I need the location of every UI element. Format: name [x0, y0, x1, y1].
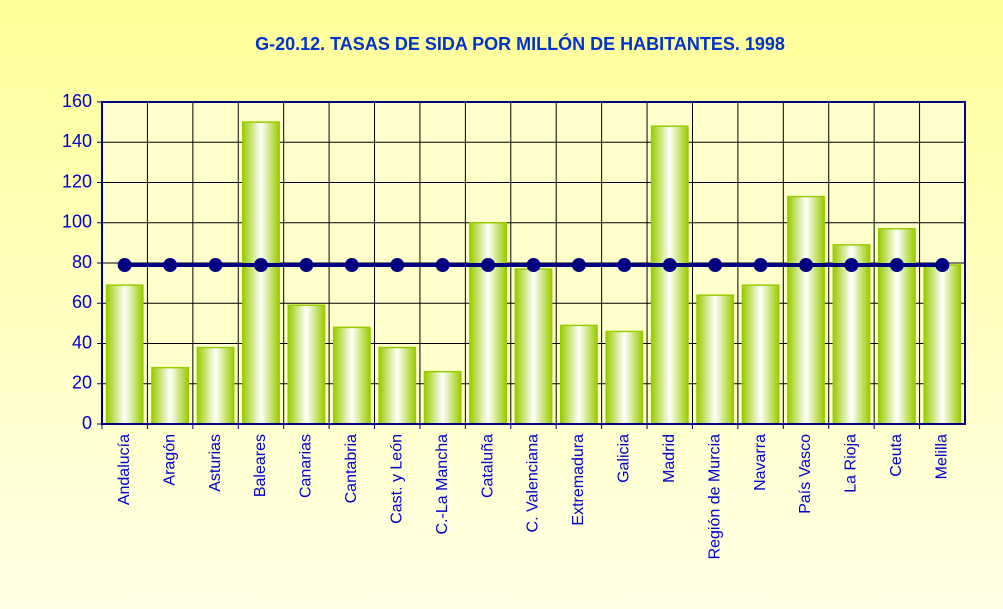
point: [390, 258, 405, 273]
bar: [605, 330, 644, 425]
x-tick-label: Cataluña: [479, 434, 496, 498]
bar: [242, 121, 280, 425]
bar: [151, 366, 190, 425]
x-tick-label: País Vasco: [797, 434, 814, 514]
point: [299, 258, 314, 273]
plot-border: [101, 101, 966, 425]
point: [662, 258, 677, 273]
point: [117, 258, 132, 273]
y-tick-label: 120: [62, 171, 92, 191]
x-tick-label: Aragón: [161, 434, 178, 486]
y-tick-label: 140: [62, 131, 92, 151]
bar: [560, 324, 598, 425]
x-tick-label: Asturias: [207, 434, 224, 492]
bar: [923, 264, 962, 425]
bar: [378, 346, 417, 425]
chart-title: G-20.12. TASAS DE SIDA POR MILLÓN DE HAB…: [255, 33, 785, 54]
point: [571, 258, 586, 273]
x-tick-label: Cantabria: [343, 434, 360, 503]
x-tick-label: C. Valenciana: [525, 434, 542, 533]
x-tick-label: Baleares: [252, 434, 269, 497]
point: [799, 258, 814, 273]
point: [253, 258, 268, 273]
bar: [696, 294, 735, 425]
x-tick-label: Galicia: [616, 434, 633, 483]
y-tick-label: 20: [72, 373, 92, 393]
point: [708, 258, 723, 273]
x-tick-label: Ceuta: [888, 434, 905, 477]
bar: [469, 222, 507, 425]
point: [435, 258, 450, 273]
y-tick-label: 40: [72, 332, 92, 352]
point: [935, 258, 950, 273]
y-tick-label: 80: [72, 252, 92, 272]
x-tick-label: Melilla: [934, 434, 951, 479]
x-tick-label: Andalucía: [116, 434, 133, 505]
point: [344, 258, 359, 273]
y-tick-label: 60: [72, 292, 92, 312]
point: [163, 258, 178, 273]
bar: [741, 284, 780, 425]
point: [844, 258, 859, 273]
bar: [832, 244, 871, 425]
bar: [105, 284, 144, 425]
x-tick-label: Región de Murcia: [706, 434, 723, 560]
y-tick-label: 160: [62, 91, 92, 111]
bar: [287, 304, 326, 425]
bar: [787, 195, 825, 425]
bar: [423, 370, 462, 425]
point: [617, 258, 632, 273]
bar: [650, 125, 689, 425]
x-tick-label: Navarra: [752, 434, 769, 491]
bar: [514, 268, 553, 425]
point: [753, 258, 768, 273]
x-tick-label: La Rioja: [843, 434, 860, 493]
point: [889, 258, 904, 273]
x-tick-label: Extremadura: [570, 434, 587, 526]
x-tick-label: Canarias: [298, 434, 315, 498]
x-tick-label: C.-La Mancha: [434, 434, 451, 535]
y-tick-label: 0: [82, 413, 92, 433]
point: [526, 258, 541, 273]
point: [208, 258, 223, 273]
point: [481, 258, 496, 273]
y-tick-label: 100: [62, 212, 92, 232]
x-tick-label: Cast. y León: [388, 434, 405, 524]
x-tick-label: Madrid: [661, 434, 678, 483]
bar: [332, 326, 371, 425]
bar: [196, 346, 235, 425]
